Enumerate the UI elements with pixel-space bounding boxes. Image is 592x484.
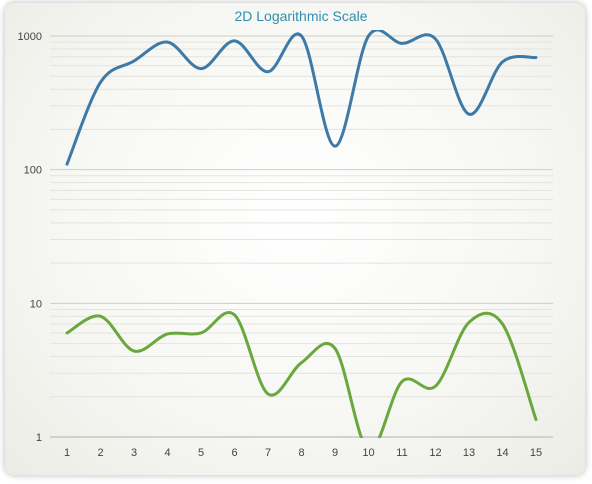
x-tick-label: 8 xyxy=(298,447,304,459)
data-point xyxy=(434,37,437,40)
data-point xyxy=(468,113,471,116)
series-line xyxy=(65,311,538,438)
grid-lines xyxy=(50,35,553,398)
data-point xyxy=(166,41,169,44)
y-tick-label: 10 xyxy=(30,298,42,310)
data-point xyxy=(267,392,270,395)
x-tick-label: 6 xyxy=(231,447,237,459)
data-point xyxy=(334,347,337,350)
data-point xyxy=(166,332,169,335)
data-point xyxy=(133,349,136,352)
data-point xyxy=(535,418,538,421)
data-point xyxy=(434,385,437,388)
data-point xyxy=(233,39,236,42)
y-tick-label: 100 xyxy=(24,165,42,177)
chart-title: 2D Logarithmic Scale xyxy=(234,8,367,24)
x-tick-label: 12 xyxy=(429,447,441,459)
x-tick-label: 10 xyxy=(362,447,374,459)
data-point xyxy=(501,60,504,63)
x-tick-label: 14 xyxy=(496,447,508,459)
y-axis-tick-labels: 1 10 100 1000 xyxy=(18,31,42,444)
data-point xyxy=(535,56,538,59)
x-tick-label: 3 xyxy=(131,447,137,459)
y-tick-label: 1 xyxy=(36,432,42,444)
data-point xyxy=(133,60,136,63)
data-point xyxy=(267,70,270,73)
x-axis-tick-labels: 1 2 3 4 5 6 7 8 9 10 11 12 13 14 15 xyxy=(64,447,542,459)
data-point xyxy=(99,315,102,318)
data-point xyxy=(99,81,102,84)
data-point xyxy=(468,321,471,324)
data-point xyxy=(300,361,303,364)
data-point xyxy=(401,380,404,383)
data-point xyxy=(200,67,203,70)
x-tick-label: 4 xyxy=(164,447,170,459)
x-tick-label: 11 xyxy=(396,447,407,459)
y-tick-label: 1000 xyxy=(18,31,42,43)
data-point xyxy=(66,163,69,166)
x-tick-label: 2 xyxy=(97,447,103,459)
data-point xyxy=(300,35,303,38)
x-tick-label: 7 xyxy=(265,447,271,459)
series-1 xyxy=(65,30,538,166)
series-layer xyxy=(65,30,538,438)
data-point xyxy=(334,145,337,148)
x-tick-label: 15 xyxy=(530,447,542,459)
data-point xyxy=(367,35,370,38)
series-2 xyxy=(65,311,538,438)
data-point xyxy=(501,323,504,326)
data-point xyxy=(401,42,404,45)
x-tick-label: 5 xyxy=(198,447,204,459)
data-point xyxy=(66,331,69,334)
x-tick-label: 13 xyxy=(463,447,475,459)
x-tick-label: 9 xyxy=(332,447,338,459)
data-point xyxy=(233,313,236,316)
series-line xyxy=(65,30,538,166)
x-tick-label: 1 xyxy=(64,447,70,459)
data-point xyxy=(200,331,203,334)
